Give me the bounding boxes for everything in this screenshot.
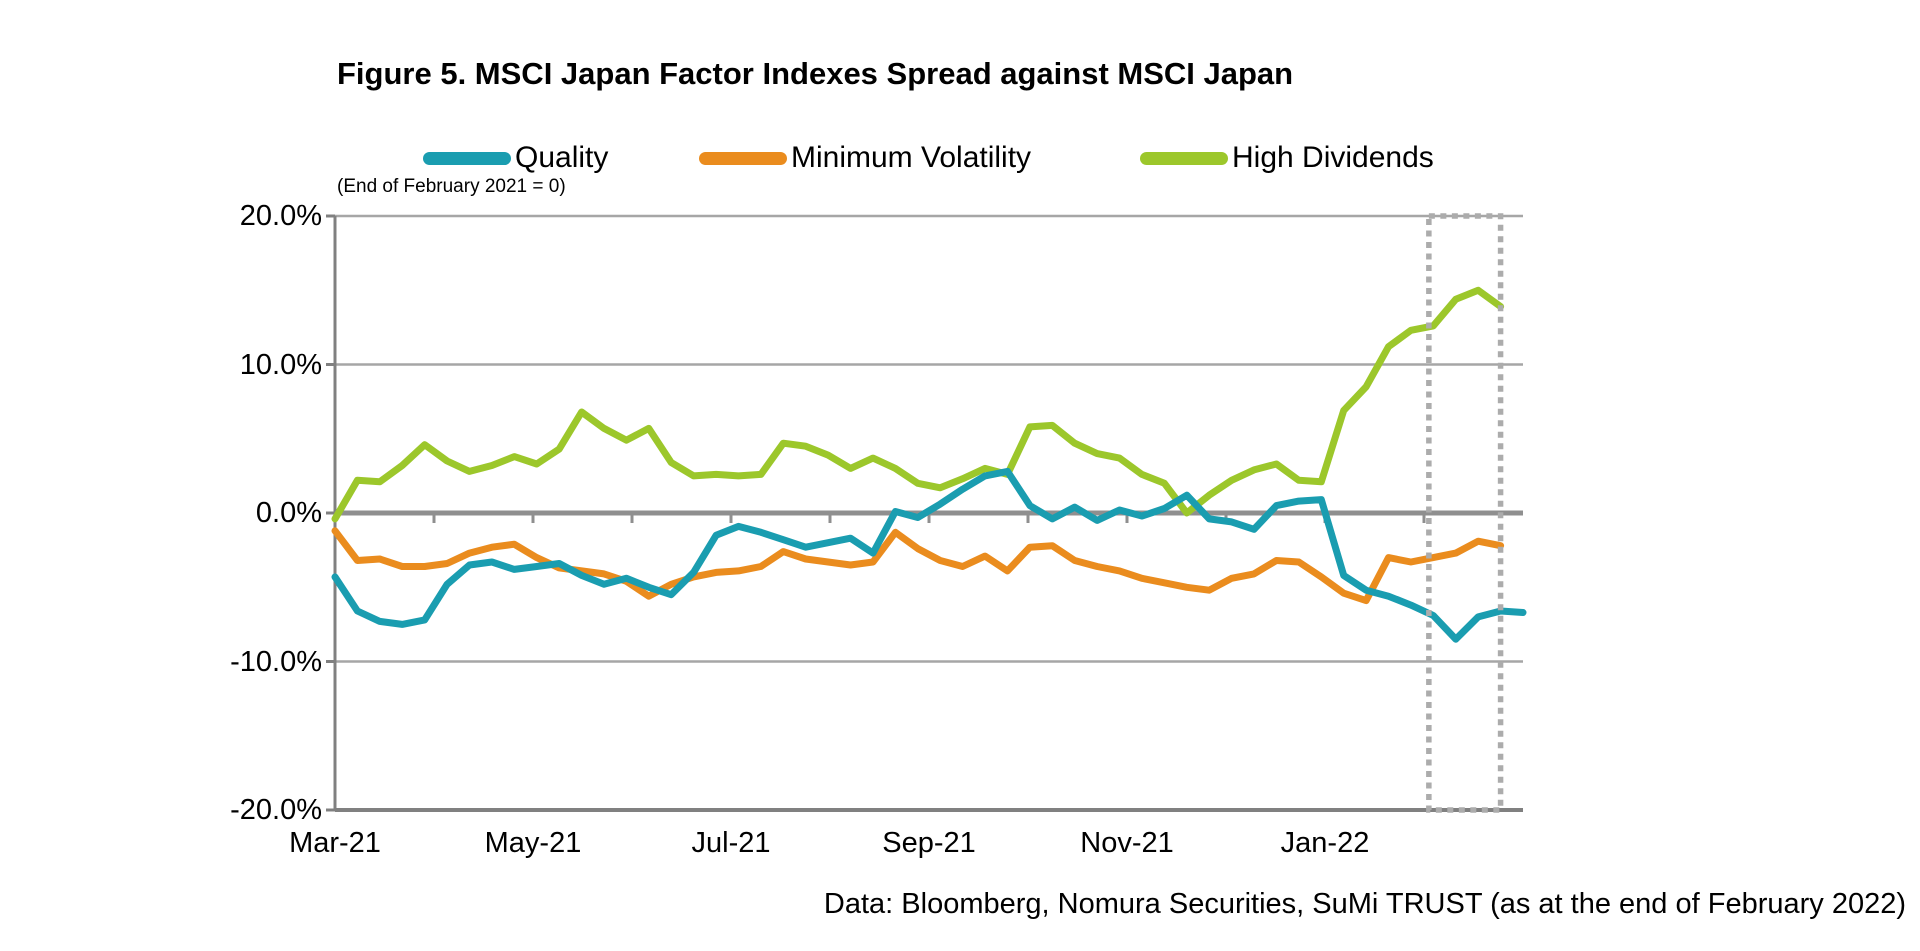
- legend-label-high-dividends: High Dividends: [1232, 141, 1434, 174]
- y-axis-label-10.0: 10.0%: [239, 348, 322, 381]
- legend-swatch-high-dividends: [1140, 151, 1228, 165]
- legend-swatch-quality: [423, 151, 511, 165]
- x-axis-label-jul-21: Jul-21: [691, 827, 771, 859]
- figure-title: Figure 5. MSCI Japan Factor Indexes Spre…: [337, 56, 1294, 91]
- quality-line: [331, 467, 1527, 643]
- x-axis-label-may-21: May-21: [484, 827, 582, 859]
- high-dividends-line: [331, 286, 1505, 523]
- y-axis-label--20.0: -20.0%: [230, 794, 322, 826]
- x-axis-label-jan-22: Jan-22: [1280, 827, 1370, 859]
- y-axis-label-0.0: 0.0%: [255, 497, 322, 529]
- y-axis-label--10.0: -10.0%: [230, 645, 322, 678]
- minimum-volatility-line: [331, 527, 1505, 605]
- legend-swatch-minimum-volatility: [699, 151, 787, 165]
- highlight-dashed-box: [1426, 213, 1504, 813]
- data-source-note: Data: Bloomberg, Nomura Securities, SuMi…: [823, 888, 1906, 920]
- legend-item-minimum-volatility: Minimum Volatility: [699, 140, 1031, 176]
- chart-plot-area: [326, 213, 1527, 813]
- legend: Quality Minimum Volatility High Dividends: [0, 140, 1920, 180]
- x-axis-label-mar-21: Mar-21: [289, 827, 381, 859]
- legend-label-quality: Quality: [515, 141, 609, 174]
- legend-label-minimum-volatility: Minimum Volatility: [791, 141, 1032, 174]
- legend-item-high-dividends: High Dividends: [1140, 140, 1434, 176]
- x-axis-label-sep-21: Sep-21: [882, 827, 976, 859]
- baseline-note: (End of February 2021 = 0): [337, 176, 566, 197]
- legend-item-quality: Quality: [423, 140, 608, 176]
- y-axis-label-20.0: 20.0%: [239, 200, 322, 232]
- x-axis-label-nov-21: Nov-21: [1080, 827, 1174, 859]
